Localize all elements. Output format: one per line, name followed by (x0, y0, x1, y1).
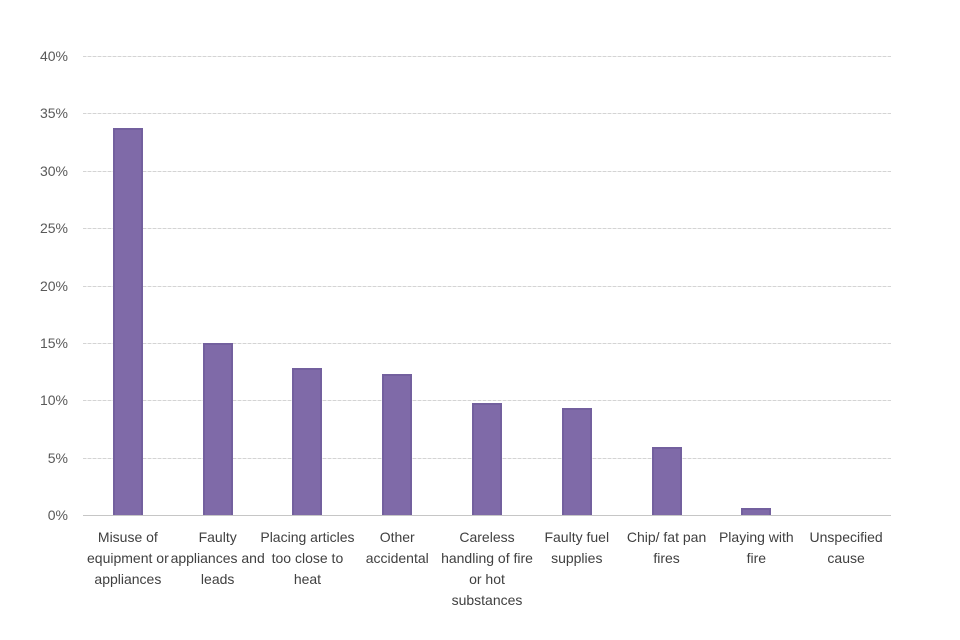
gridline (83, 170, 891, 172)
gridline (83, 113, 891, 115)
gridline (83, 285, 891, 287)
y-axis-tick-label: 25% (39, 220, 68, 237)
y-axis-tick-label: 15% (39, 334, 68, 351)
x-axis-category-label: Placing articles too close to heat (260, 529, 355, 587)
plot-area (83, 56, 891, 516)
gridline (83, 400, 891, 402)
bar (292, 368, 323, 515)
x-axis-category-label: Other accidental (365, 529, 429, 566)
gridline (83, 342, 891, 344)
bar (112, 128, 143, 515)
y-axis-tick-label: 20% (39, 277, 68, 294)
x-axis-category-label: Faulty appliances and leads (170, 529, 265, 587)
gridline (83, 228, 891, 230)
bar (382, 373, 413, 515)
x-axis-category-label: Playing with fire (718, 529, 794, 566)
bar (651, 447, 682, 515)
x-axis-category-label: Chip/ fat pan fires (626, 529, 707, 566)
bar (202, 342, 233, 515)
bar (472, 402, 502, 515)
y-axis-tick-label: 5% (47, 449, 68, 466)
x-axis-category-label: Unspecified cause (809, 529, 883, 566)
gridline (83, 56, 891, 57)
x-axis-category-label: Careless handling of fire or hot substan… (441, 529, 533, 608)
x-axis-category-label: Faulty fuel supplies (544, 529, 610, 566)
x-axis-category-label: Misuse of equipment or appliances (87, 529, 169, 587)
y-axis-tick-label: 40% (39, 48, 68, 64)
y-axis-tick-label: 30% (39, 162, 68, 179)
y-axis-tick-label: 35% (39, 105, 68, 122)
bar (741, 508, 772, 515)
y-axis-tick-label: 10% (39, 392, 68, 409)
bar (561, 408, 592, 515)
y-axis-tick-label: 0% (47, 507, 68, 523)
x-axis-line (83, 515, 891, 516)
